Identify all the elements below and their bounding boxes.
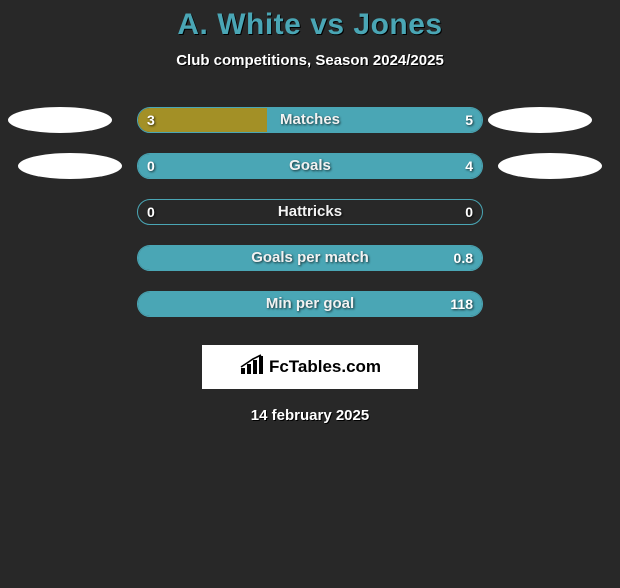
comparison-chart: 35Matches04Goals00Hattricks0.8Goals per …	[0, 107, 620, 337]
team-marker-left	[18, 153, 122, 179]
bar-right	[138, 154, 482, 178]
team-marker-left	[8, 107, 112, 133]
stat-row: 00Hattricks	[0, 199, 620, 245]
value-right: 0	[465, 199, 473, 225]
value-right: 5	[465, 107, 473, 133]
date-line: 14 february 2025	[0, 407, 620, 424]
value-left: 0	[147, 199, 155, 225]
stat-row: 118Min per goal	[0, 291, 620, 337]
bar-chart-icon	[239, 354, 265, 381]
fctables-logo: FcTables.com	[239, 354, 381, 381]
stat-row: 0.8Goals per match	[0, 245, 620, 291]
bar-right	[138, 292, 482, 316]
team-marker-right	[498, 153, 602, 179]
stat-row: 35Matches	[0, 107, 620, 153]
bar-track	[137, 107, 483, 133]
bar-track	[137, 199, 483, 225]
bar-right	[267, 108, 482, 132]
value-left: 0	[147, 153, 155, 179]
bar-left	[138, 108, 267, 132]
logo-box: FcTables.com	[202, 345, 418, 389]
bar-track	[137, 245, 483, 271]
page-title: A. White vs Jones	[0, 8, 620, 42]
stat-row: 04Goals	[0, 153, 620, 199]
value-right: 0.8	[454, 245, 473, 271]
logo-text: FcTables.com	[269, 357, 381, 377]
subtitle: Club competitions, Season 2024/2025	[0, 52, 620, 69]
value-left: 3	[147, 107, 155, 133]
value-right: 118	[450, 291, 473, 317]
bar-right	[138, 246, 482, 270]
team-marker-right	[488, 107, 592, 133]
bar-track	[137, 153, 483, 179]
bar-track	[137, 291, 483, 317]
value-right: 4	[465, 153, 473, 179]
